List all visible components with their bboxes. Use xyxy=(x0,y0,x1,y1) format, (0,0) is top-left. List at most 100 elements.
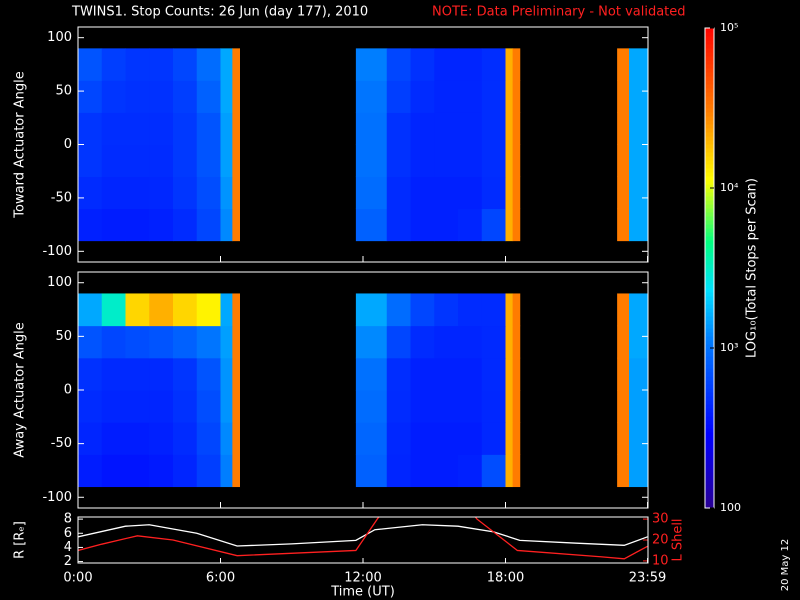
heatmap-cell xyxy=(101,112,126,145)
heatmap-cell xyxy=(434,48,459,81)
colorbar-swatch xyxy=(705,176,714,181)
y2-tick-label: 10 xyxy=(652,553,669,568)
heatmap-cell xyxy=(410,325,435,359)
colorbar-swatch xyxy=(705,52,714,57)
colorbar-swatch xyxy=(705,280,714,285)
heatmap-cell xyxy=(481,80,506,113)
heatmap-cell xyxy=(196,144,221,178)
heatmap-cell xyxy=(481,325,506,359)
y-tick-label: 8 xyxy=(64,512,72,527)
heatmap-cell xyxy=(386,144,411,178)
heatmap-cell xyxy=(149,422,174,455)
heatmap-cell xyxy=(512,144,521,178)
colorbar-tick-label: 10⁵ xyxy=(720,21,738,34)
heatmap-cell xyxy=(512,422,521,455)
colorbar-swatch xyxy=(705,240,714,245)
colorbar-swatch xyxy=(705,124,714,129)
heatmap-cell xyxy=(101,293,126,327)
heatmap-cell xyxy=(125,325,150,359)
heatmap-cell xyxy=(196,208,221,242)
heatmap-cell xyxy=(149,208,174,242)
heatmap-cell xyxy=(78,390,103,423)
colorbar-swatch xyxy=(705,68,714,73)
chart-title: TWINS1. Stop Counts: 26 Jun (day 177), 2… xyxy=(71,5,368,20)
heatmap-cell xyxy=(617,454,630,488)
heatmap-cell xyxy=(458,390,483,423)
heatmap-cell xyxy=(101,357,126,391)
heatmap-cell xyxy=(481,390,506,423)
heatmap-cell xyxy=(220,48,233,81)
colorbar-swatch xyxy=(705,496,714,501)
colorbar-swatch xyxy=(705,84,714,89)
heatmap-cell xyxy=(125,48,150,81)
heatmap-cell xyxy=(149,454,174,488)
heatmap-cell xyxy=(78,208,103,242)
heatmap-cell xyxy=(512,48,521,81)
y-tick-label: 0 xyxy=(64,383,72,398)
heatmap-cell xyxy=(101,176,126,210)
heatmap-cell xyxy=(101,48,126,81)
colorbar-swatch xyxy=(705,500,714,505)
heatmap-cell xyxy=(629,390,649,423)
y-tick-label: 4 xyxy=(64,540,72,555)
heatmap-cell xyxy=(410,422,435,455)
heatmap-cell xyxy=(617,80,630,113)
heatmap-cell xyxy=(434,325,459,359)
x-tick-label: 18:00 xyxy=(487,571,524,586)
heatmap-cell xyxy=(101,422,126,455)
colorbar-swatch xyxy=(705,352,714,357)
colorbar-swatch xyxy=(705,228,714,233)
colorbar-swatch xyxy=(705,132,714,137)
colorbar-swatch xyxy=(705,472,714,477)
colorbar-swatch xyxy=(705,204,714,209)
colorbar-swatch xyxy=(705,312,714,317)
colorbar-swatch xyxy=(705,396,714,401)
note: NOTE: Data Preliminary - Not validated xyxy=(432,5,686,20)
colorbar-swatch xyxy=(705,120,714,125)
colorbar-swatch xyxy=(705,44,714,49)
colorbar-swatch xyxy=(705,420,714,425)
heatmap-cell xyxy=(386,357,411,391)
colorbar-swatch xyxy=(705,108,714,113)
heatmap-cell xyxy=(434,80,459,113)
heatmap-cell xyxy=(434,176,459,210)
colorbar-swatch xyxy=(705,464,714,469)
heatmap-cell xyxy=(196,48,221,81)
heatmap-cell xyxy=(220,80,233,113)
heatmap-cell xyxy=(434,390,459,423)
heatmap-cell xyxy=(617,422,630,455)
heatmap-cell xyxy=(617,144,630,178)
heatmap-cell xyxy=(458,112,483,145)
heatmap-cell xyxy=(78,422,103,455)
heatmap-cell xyxy=(149,176,174,210)
colorbar-swatch xyxy=(705,480,714,485)
colorbar-swatch xyxy=(705,404,714,409)
colorbar-swatch xyxy=(705,116,714,121)
colorbar-swatch xyxy=(705,372,714,377)
colorbar-swatch xyxy=(705,492,714,497)
heatmap-cell xyxy=(512,208,521,242)
colorbar-swatch xyxy=(705,356,714,361)
heatmap-cell xyxy=(173,357,198,391)
heatmap-cell xyxy=(220,144,233,178)
y-tick-label: 2 xyxy=(64,554,72,569)
colorbar-swatch xyxy=(705,376,714,381)
colorbar-swatch xyxy=(705,60,714,65)
colorbar-swatch xyxy=(705,184,714,189)
heatmap-cell xyxy=(355,144,388,178)
colorbar-swatch xyxy=(705,292,714,297)
y-tick-label: 50 xyxy=(55,329,72,344)
heatmap-cell xyxy=(481,112,506,145)
heatmap-cell xyxy=(386,112,411,145)
heatmap-cell xyxy=(78,325,103,359)
heatmap-cell xyxy=(78,293,103,327)
colorbar-swatch xyxy=(705,40,714,45)
heatmap-cell xyxy=(481,176,506,210)
heatmap-cell xyxy=(355,325,388,359)
colorbar-swatch xyxy=(705,440,714,445)
heatmap-cell xyxy=(125,176,150,210)
heatmap-cell xyxy=(220,112,233,145)
heatmap-cell xyxy=(232,144,240,178)
colorbar-title: LOG₁₀(Total Stops per Scan) xyxy=(745,178,760,358)
heatmap-cell xyxy=(481,208,506,242)
